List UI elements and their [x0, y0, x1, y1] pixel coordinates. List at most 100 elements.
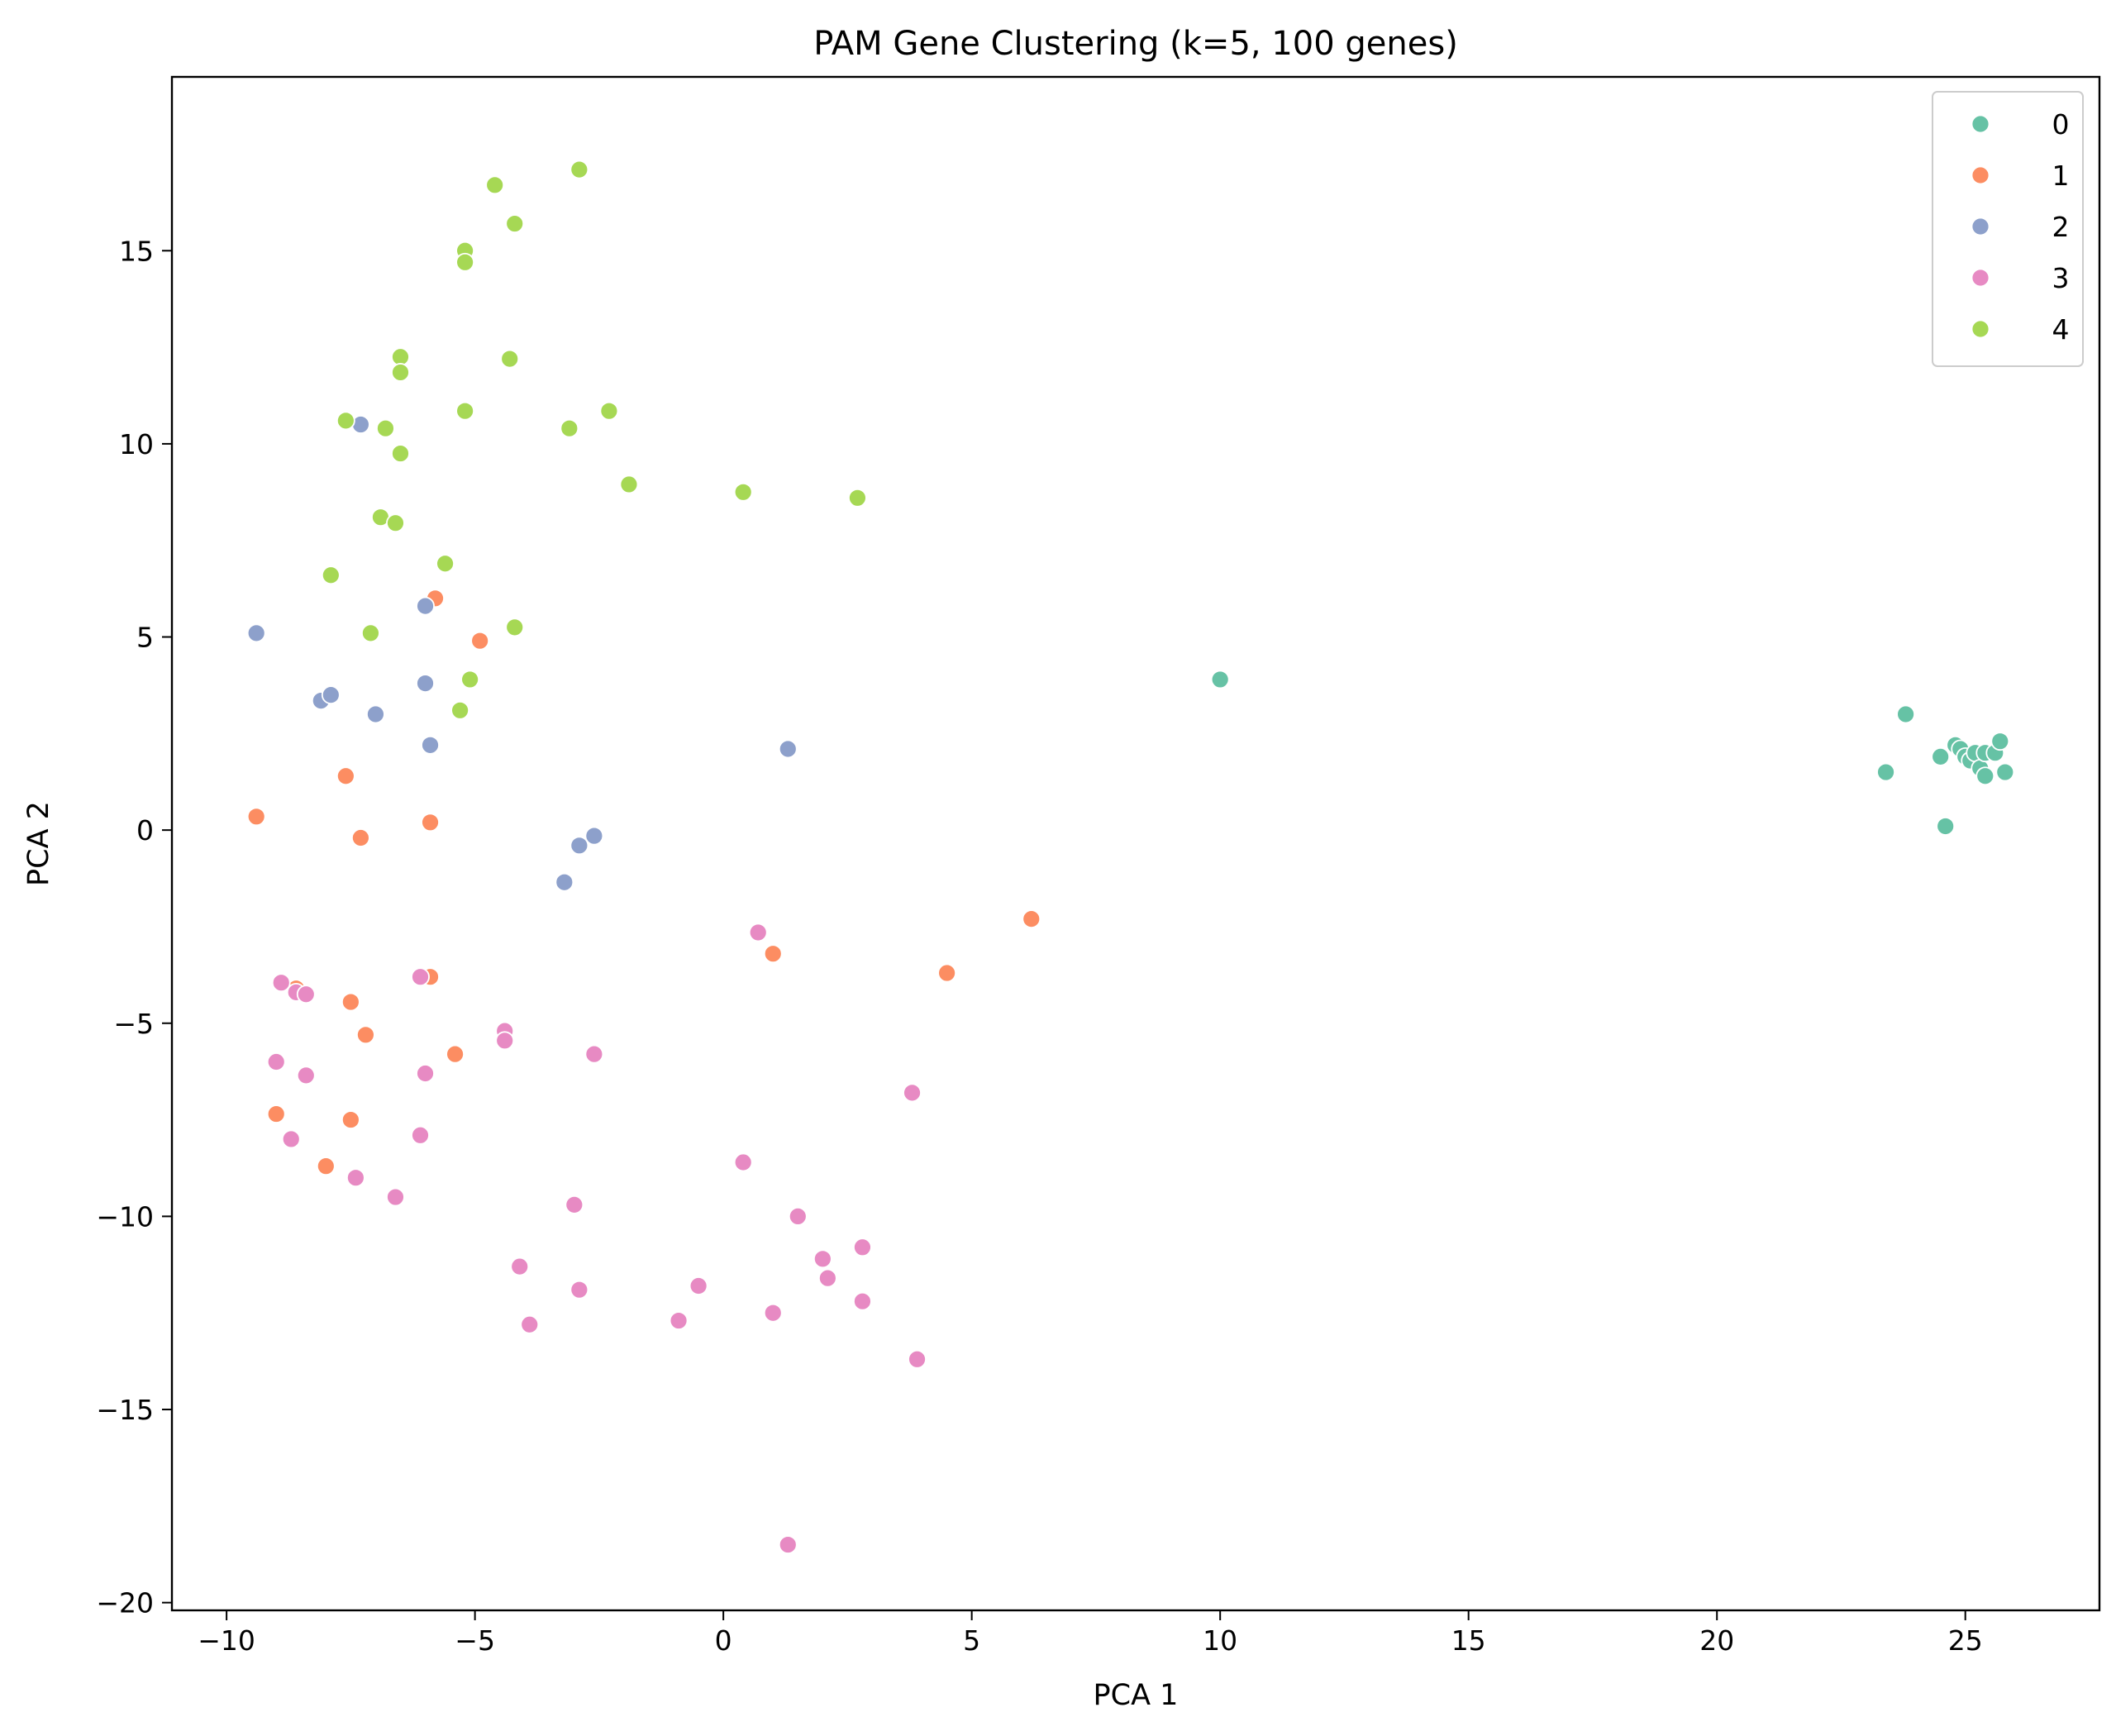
data-point: [853, 1291, 872, 1311]
data-point: [788, 1207, 808, 1226]
data-point: [689, 1276, 708, 1295]
data-point: [416, 596, 435, 616]
data-point: [296, 1066, 316, 1085]
data-point: [500, 349, 520, 369]
data-point: [281, 1129, 301, 1149]
legend-label: 1: [2052, 160, 2070, 192]
data-point: [560, 418, 579, 438]
data-point: [817, 1268, 837, 1288]
y-axis-label: PCA 2: [22, 801, 55, 886]
data-point: [619, 475, 639, 494]
data-point: [296, 985, 316, 1004]
data-point: [341, 1110, 360, 1129]
legend-marker: [1971, 319, 1990, 339]
data-point: [346, 1168, 365, 1188]
data-point: [510, 1257, 530, 1276]
data-point: [411, 967, 430, 987]
data-point: [1936, 817, 1956, 836]
data-point: [763, 944, 783, 964]
data-point: [937, 963, 957, 983]
data-point: [266, 1052, 286, 1071]
data-point: [1975, 766, 1995, 786]
x-tick-label: 10: [1203, 1624, 1237, 1657]
point-layer: [246, 160, 2015, 1554]
data-point: [555, 872, 574, 892]
x-tick-label: 5: [963, 1624, 980, 1657]
legend-marker: [1971, 114, 1990, 134]
legend-label: 0: [2052, 108, 2070, 141]
data-point: [584, 1044, 604, 1064]
data-point: [321, 565, 341, 585]
data-point: [570, 1280, 589, 1300]
data-point: [763, 1303, 783, 1323]
legend-label: 2: [2052, 211, 2070, 243]
data-point: [1990, 732, 2010, 751]
data-point: [748, 923, 768, 942]
data-point: [350, 828, 370, 847]
data-point: [778, 1535, 798, 1554]
data-point: [386, 513, 405, 533]
data-point: [505, 618, 525, 637]
data-point: [1876, 762, 1895, 782]
data-point: [356, 1025, 375, 1045]
data-point: [903, 1083, 922, 1103]
data-point: [460, 670, 480, 689]
series-3: [266, 923, 927, 1554]
x-tick-label: 0: [715, 1624, 732, 1657]
data-point: [1896, 704, 1915, 724]
data-point: [266, 1104, 286, 1123]
data-point: [421, 813, 440, 832]
data-point: [386, 1187, 405, 1207]
data-point: [416, 1064, 435, 1083]
plot-frame: [170, 75, 2101, 1612]
data-point: [584, 826, 604, 846]
data-point: [570, 836, 589, 856]
data-point: [421, 735, 440, 755]
data-point: [376, 418, 395, 438]
data-point: [485, 175, 505, 195]
y-tick-label: 10: [119, 428, 154, 460]
legend: 0 1 2 3 4: [1932, 91, 2084, 367]
x-tick-label: 15: [1451, 1624, 1486, 1657]
data-point: [455, 252, 475, 272]
data-point: [246, 807, 266, 827]
data-point: [341, 992, 360, 1012]
data-point: [366, 704, 385, 724]
data-point: [853, 1238, 872, 1257]
legend-marker: [1971, 268, 1990, 288]
series-4: [321, 160, 867, 720]
data-point: [565, 1195, 584, 1214]
y-tick-label: −15: [96, 1394, 154, 1426]
data-point: [778, 739, 798, 759]
legend-marker: [1971, 217, 1990, 236]
data-point: [271, 973, 291, 993]
data-point: [336, 411, 355, 431]
data-point: [316, 1157, 336, 1176]
data-point: [570, 160, 589, 179]
data-point: [391, 363, 410, 382]
data-point: [470, 631, 490, 651]
data-point: [361, 623, 380, 643]
data-point: [1995, 762, 2015, 782]
y-tick-label: −10: [96, 1200, 154, 1233]
data-point: [455, 401, 475, 421]
series-0: [1210, 670, 2015, 836]
data-point: [336, 766, 355, 786]
y-tick-label: 15: [119, 235, 154, 267]
y-tick-label: 5: [136, 622, 154, 654]
legend-label: 4: [2052, 313, 2070, 346]
y-tick-label: −5: [113, 1008, 154, 1040]
x-tick-label: 20: [1699, 1624, 1734, 1657]
data-point: [908, 1349, 927, 1369]
data-point: [321, 685, 341, 705]
data-point: [733, 482, 753, 502]
legend-label: 3: [2052, 262, 2070, 294]
data-point: [246, 623, 266, 643]
data-point: [391, 444, 410, 463]
y-tick-label: 0: [136, 814, 154, 847]
data-point: [520, 1314, 540, 1334]
data-point: [848, 488, 867, 508]
